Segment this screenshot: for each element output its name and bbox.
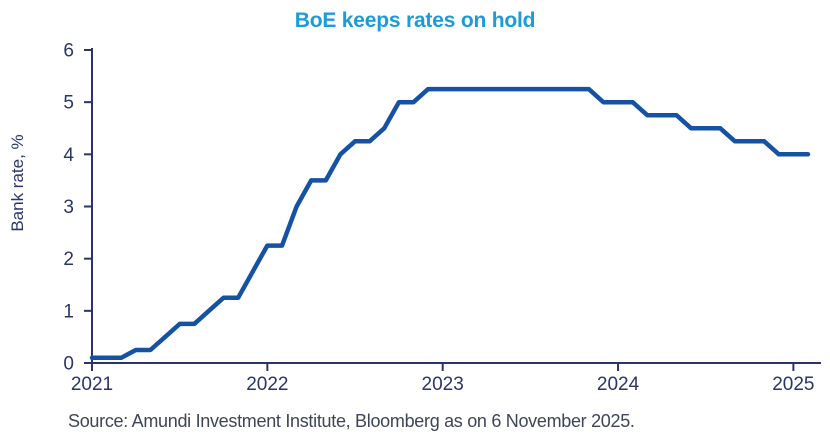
x-tick-label: 2025 (772, 374, 814, 395)
y-tick-label: 6 (63, 41, 74, 62)
y-tick-label: 4 (63, 145, 74, 166)
bank-rate-line (89, 86, 811, 361)
source-note: Source: Amundi Investment Institute, Blo… (68, 411, 635, 431)
y-tick-label: 1 (63, 301, 74, 322)
x-tick-label: 2022 (246, 374, 288, 395)
x-tick-label: 2023 (422, 374, 464, 395)
y-tick-label: 0 (63, 354, 74, 375)
x-tick-label: 2021 (71, 374, 113, 395)
y-tick-label: 5 (63, 93, 74, 114)
chart-title: BoE keeps rates on hold (294, 9, 536, 32)
x-tick-label: 2024 (597, 374, 640, 395)
y-tick-label: 2 (63, 249, 74, 270)
y-tick-label: 3 (63, 197, 74, 218)
